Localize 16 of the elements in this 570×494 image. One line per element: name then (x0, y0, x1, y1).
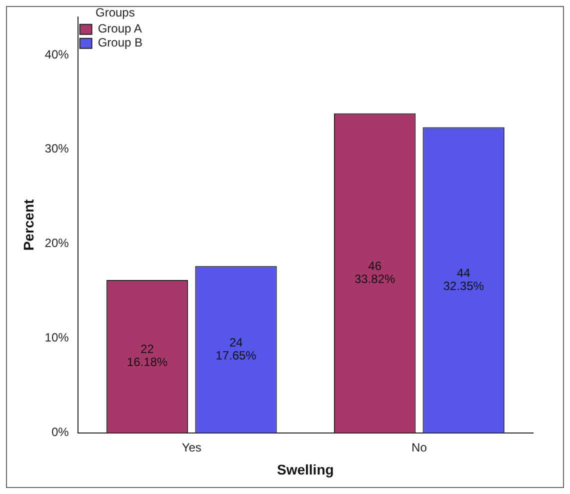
legend-label: Group B (98, 36, 143, 50)
x-tick-label: Yes (182, 440, 202, 454)
x-axis-title: Swelling (277, 461, 334, 478)
y-tick-label: 20% (44, 236, 70, 250)
data-label: 24 17.65% (216, 335, 257, 362)
y-tick-label: 40% (44, 47, 70, 62)
y-tick-label: 0% (51, 425, 70, 440)
y-tick-label: 10% (44, 330, 70, 345)
data-label: 46 33.82% (354, 258, 396, 286)
legend-title: Groups (95, 5, 135, 20)
data-label: 44 32.35% (443, 266, 484, 293)
legend-label: Group A (98, 22, 142, 36)
y-axis-title: Percent (20, 198, 36, 251)
x-tick-label: No (412, 440, 428, 454)
y-tick-label: 30% (44, 142, 70, 156)
data-label: 22 16.18% (126, 342, 168, 370)
